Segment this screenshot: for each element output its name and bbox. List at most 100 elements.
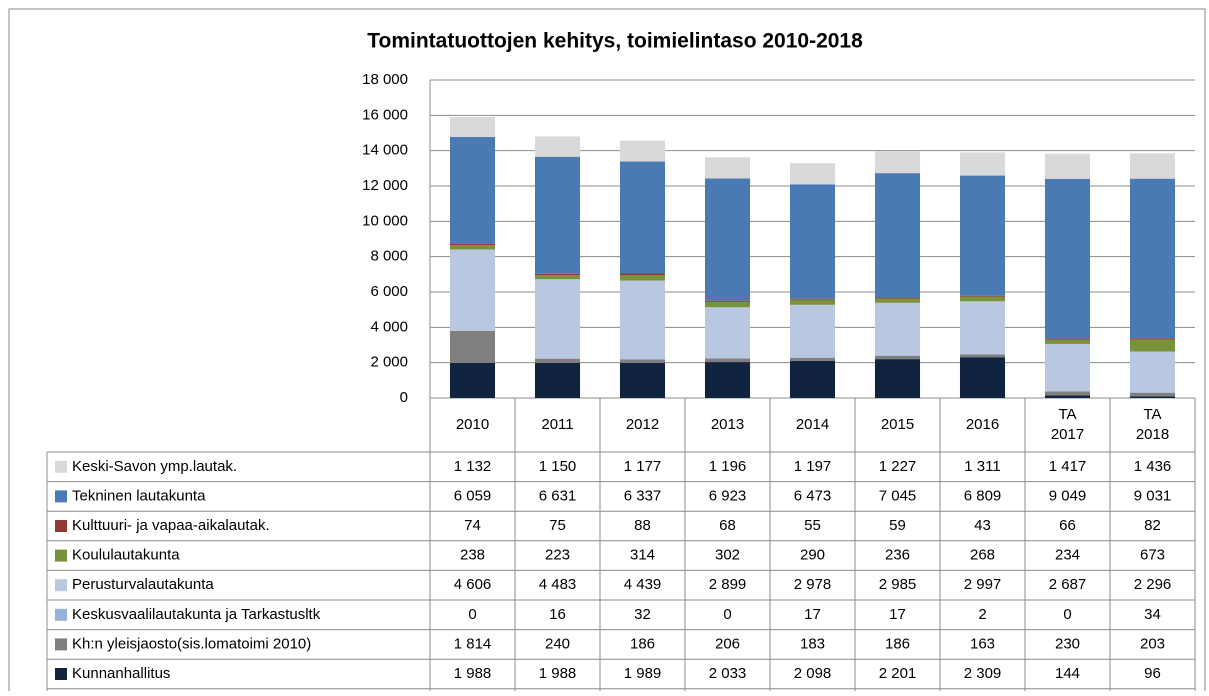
table-value: 17 [889,606,906,623]
table-value: 9 031 [1134,487,1172,504]
bar-segment [535,157,580,274]
bar-segment [705,358,750,362]
table-value: 1 988 [539,665,577,682]
table-value: 186 [630,635,655,652]
bar-segment [790,163,835,184]
table-value: 240 [545,635,570,652]
table-value: 75 [549,517,566,534]
bar-segment [620,162,665,274]
legend-swatch [55,490,67,502]
legend-label: Kunnanhallitus [72,665,170,682]
bar-segment [450,249,495,330]
table-value: 230 [1055,635,1080,652]
bar-segment [790,358,835,361]
table-value: 6 473 [794,487,832,504]
bar-segment [705,301,750,302]
bar-segment [1045,391,1090,395]
table-value: 1 196 [709,458,747,475]
y-tick-label: 4 000 [370,318,408,335]
table-value: 88 [634,517,651,534]
y-tick-label: 0 [400,389,408,406]
bar-segment [535,136,580,156]
category-label: 2012 [626,416,659,433]
bar-segment [1130,392,1175,393]
table-value: 186 [885,635,910,652]
y-tick-label: 14 000 [362,142,408,159]
bar-segment [535,363,580,398]
table-value: 163 [970,635,995,652]
table-value: 144 [1055,665,1080,682]
table-value: 2 985 [879,576,917,593]
category-label: 2010 [456,416,489,433]
table-value: 2 201 [879,665,917,682]
bar-segment [620,360,665,363]
bar-segment [875,173,920,297]
bar-segment [790,361,835,398]
legend-swatch [55,638,67,650]
bar-segment [535,359,580,363]
table-value: 2 978 [794,576,832,593]
table-value: 0 [1063,606,1071,623]
category-label: 2013 [711,416,744,433]
bar-segment [875,151,920,173]
table-value: 1 197 [794,458,832,475]
category-label: 2011 [541,416,573,433]
legend-label: Keski-Savon ymp.lautak. [72,458,237,475]
bar-segment [620,363,665,398]
bar-segment [535,274,580,275]
table-value: 55 [804,517,821,534]
table-value: 1 227 [879,458,917,475]
bar-segment [875,298,920,299]
table-value: 6 923 [709,487,747,504]
table-value: 236 [885,547,910,564]
table-value: 59 [889,517,906,534]
table-value: 234 [1055,547,1080,564]
bar-segment [790,300,835,305]
bar-segment [620,359,665,360]
table-value: 1 417 [1049,458,1087,475]
bar-segment [450,244,495,245]
legend-swatch [55,550,67,562]
bar-segment [450,117,495,137]
legend-swatch [55,461,67,473]
table-value: 2 309 [964,665,1002,682]
chart-title: Tomintatuottojen kehitys, toimielintaso … [367,30,863,53]
table-value: 0 [468,606,476,623]
table-value: 68 [719,517,736,534]
bar-segment [875,303,920,356]
table-value: 302 [715,547,740,564]
legend-label: Kulttuuri- ja vapaa-aikalautak. [72,517,270,534]
bar-segment [1130,338,1175,339]
bar-segment [875,356,920,359]
table-value: 203 [1140,635,1165,652]
legend-label: Perusturvalautakunta [72,576,214,593]
legend-label: Kh:n yleisjaosto(sis.lomatoimi 2010) [72,635,311,652]
y-tick-label: 10 000 [362,212,408,229]
bar-segment [705,307,750,358]
y-tick-label: 16 000 [362,106,408,123]
bar-segment [1045,344,1090,391]
bar-segment [1045,339,1090,340]
bar-segment [790,184,835,298]
bar-segment [790,305,835,358]
bar-segment [1045,395,1090,398]
table-value: 34 [1144,606,1161,623]
bar-segment [960,152,1005,175]
legend-swatch [55,520,67,532]
bar-segment [960,301,1005,354]
table-value: 2 098 [794,665,832,682]
table-value: 43 [974,517,991,534]
table-value: 96 [1144,665,1161,682]
table-value: 268 [970,547,995,564]
bar-segment [1130,393,1175,397]
table-value: 2 687 [1049,576,1087,593]
legend-label: Keskusvaalilautakunta ja Tarkastusltk [72,606,321,623]
legend-swatch [55,579,67,591]
table-value: 32 [634,606,651,623]
table-value: 1 150 [539,458,577,475]
table-value: 314 [630,547,655,564]
bar-segment [960,296,1005,297]
table-value: 290 [800,547,825,564]
bar-segment [705,362,750,398]
bar-segment [960,354,1005,357]
